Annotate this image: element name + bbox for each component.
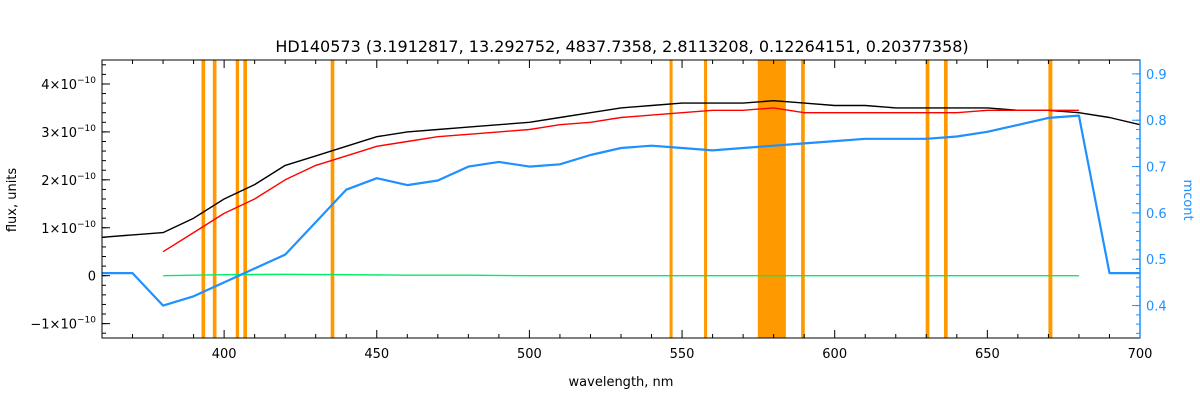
x-tick-label-2: 500 [517,347,542,362]
masked-region-3 [243,60,248,338]
chart-title: HD140573 (3.1912817, 13.292752, 4837.735… [275,37,968,56]
masked-region-7 [757,60,786,338]
masked-region-6 [704,60,708,338]
series-model [162,107,1079,253]
x-tick-label-6: 700 [1128,347,1153,362]
y-right-tick-label-2: 0.6 [1146,207,1167,222]
y-right-tick-label-3: 0.7 [1146,161,1167,176]
masked-region-11 [1048,60,1053,338]
y-tick-label-2: 1×10−10 [41,220,96,237]
spectrum-series [101,100,1141,307]
x-tick-label-0: 400 [212,347,237,362]
masked-region-0 [201,60,206,338]
y-axis-right: 0.4 0.5 0.6 0.7 0.8 0.9 [1132,60,1167,338]
series-observed [101,100,1141,238]
y-tick-label-4: 3×10−10 [41,124,96,141]
x-axis-label: wavelength, nm [569,375,674,390]
masked-region-8 [801,60,805,338]
y-right-tick-label-1: 0.5 [1146,253,1167,268]
masked-region-4 [330,60,335,338]
x-tick-label-5: 650 [975,347,1000,362]
masked-region-1 [212,60,217,338]
y-tick-label-0: −1×10−10 [30,316,96,333]
series-continuum [102,114,1140,307]
masked-regions [201,60,1053,338]
y-right-tick-label-5: 0.9 [1146,68,1167,83]
y-tick-label-5: 4×10−10 [41,76,96,93]
y-tick-label-3: 2×10−10 [41,172,96,189]
x-axis: 400 450 500 550 600 650 700 [101,60,1153,362]
masked-region-10 [944,60,948,338]
y-axis-label: flux, units [5,168,20,233]
y-axis-right-label: mcont [1180,179,1195,220]
x-tick-label-3: 550 [670,347,695,362]
y-axis-left: −1×10−10 0 1×10−10 2×10−10 3×10−10 4×10−10 [30,64,110,334]
x-tick-label-4: 600 [822,347,847,362]
masked-region-2 [235,60,240,338]
masked-region-5 [669,60,673,338]
series-residuals [163,273,1079,277]
x-tick-label-1: 450 [364,347,389,362]
masked-region-9 [925,60,930,338]
plot-frame [101,59,1141,339]
y-right-tick-label-0: 0.4 [1146,300,1167,315]
y-tick-label-1: 0 [88,270,96,285]
y-right-tick-label-4: 0.8 [1146,114,1167,129]
